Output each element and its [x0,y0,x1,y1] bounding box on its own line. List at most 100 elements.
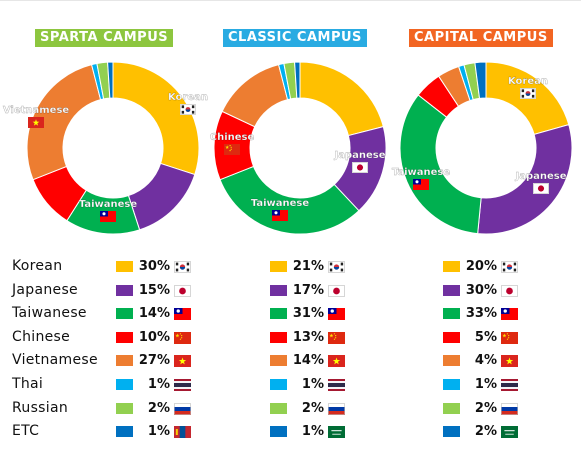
legend-percent: 2% [474,424,497,440]
campus-badge-classic: CLASSIC CAMPUS [223,29,367,47]
legend-percent: 20% [465,259,497,274]
slice-flag-korean [520,88,536,99]
legend-row-chinese: Chinese 10% 13% 5% [0,327,581,349]
legend-swatch [116,355,133,367]
legend-swatch [116,308,133,320]
slice-etc [107,61,114,99]
legend-swatch [116,426,133,438]
legend-language-label: Vietnamese [12,352,98,369]
slice-label-japanese: Japanese [333,150,385,161]
legend-row-korean: Korean 30% 21% 20% [0,256,581,278]
legend-swatch [116,261,133,272]
legend-language-label: Russian [12,399,69,416]
flag-thailand-icon [174,379,191,391]
flag-thailand-icon [328,379,345,391]
flag-vietnam-icon [501,355,518,368]
flag-taiwan-icon [501,308,518,321]
legend-row-etc: ETC 1% 1% 2% [0,421,581,443]
legend-swatch [443,261,460,272]
flag-saudi-icon [328,426,345,439]
slice-japanese [477,124,573,235]
slice-flag-japanese [533,183,549,194]
legend-swatch [270,308,287,320]
flag-korea-icon [501,261,518,273]
flag-russia-icon [501,402,518,415]
legend-swatch [270,379,287,390]
legend-swatch [270,426,287,438]
legend-percent: 1% [147,424,170,440]
legend-swatch [270,284,287,296]
legend-percent: 1% [147,377,170,392]
legend-swatch [270,331,287,343]
campus-chart-classic: CLASSIC CAMPUS Japanese Taiwanese Chinese [205,0,395,240]
flag-mongolia-icon [174,426,191,439]
top-divider [0,0,581,1]
slice-japanese [127,162,196,231]
legend-row-japanese: Japanese 15% 17% 30% [0,280,581,302]
slice-etc [294,61,301,99]
legend-percent: 13% [292,329,324,345]
slice-label-vietnamese: Vietnamese [3,105,70,116]
legend-swatch [116,331,133,343]
campus-badge-capital: CAPITAL CAMPUS [409,29,553,47]
legend-language-label: Thai [12,376,44,392]
slice-taiwanese [219,165,360,235]
legend-language-label: Taiwanese [12,305,87,322]
legend-percent: 33% [465,306,497,322]
legend-percent: 30% [465,282,497,298]
slice-label-taiwanese: Taiwanese [392,167,451,178]
legend-language-label: Chinese [12,328,71,345]
flag-thailand-icon [501,379,518,391]
slice-flag-taiwanese [272,210,288,221]
flag-vietnam-icon [174,355,191,368]
legend-percent: 31% [292,306,324,322]
legend-percent: 17% [292,282,324,298]
flag-saudi-icon [501,426,518,439]
legend-row-russian: Russian 2% 2% 2% [0,398,581,420]
legend-percent: 30% [138,259,170,274]
legend-swatch [443,402,460,414]
legend-swatch [270,402,287,414]
legend-language-label: Korean [12,258,63,274]
slice-flag-korean [180,104,196,115]
legend-swatch [270,261,287,272]
legend-swatch [116,402,133,414]
legend-row-taiwanese: Taiwanese 14% 31% 33% [0,303,581,325]
flag-russia-icon [328,402,345,415]
legend-language-label: ETC [12,423,40,440]
flag-taiwan-icon [328,308,345,321]
slice-flag-japanese [352,162,368,173]
flag-japan-icon [174,284,191,297]
legend-percent: 21% [292,259,324,274]
campus-chart-capital: CAPITAL CAMPUS Korean Japanese Taiwanese [391,0,581,240]
slice-label-korean: Korean [168,92,208,103]
donut-chart: Korean Japanese Taiwanese [392,61,573,235]
legend-swatch [443,331,460,343]
flag-taiwan-icon [174,308,191,321]
slice-flag-vietnamese [28,117,44,128]
legend-percent: 2% [147,400,170,416]
legend-table: Korean 30% 21% 20% Japanese 15% 17% 30% Taiwanes… [0,256,581,456]
slice-flag-taiwanese [100,211,116,222]
slice-label-taiwanese: Taiwanese [251,198,310,209]
flag-china-icon [501,331,518,344]
campus-badge-sparta: SPARTA CAMPUS [35,29,174,47]
legend-swatch [443,284,460,296]
legend-swatch [443,308,460,320]
slice-korean [299,61,384,137]
donut-chart: Korean Taiwanese Vietnamese [3,61,208,235]
legend-language-label: Japanese [12,281,78,298]
slice-taiwanese [399,94,482,235]
legend-percent: 2% [301,400,324,416]
legend-percent: 27% [138,353,170,369]
campus-chart-sparta: SPARTA CAMPUS Korean Taiwanese Vietnamese [3,0,208,240]
legend-swatch [116,284,133,296]
slice-korean [112,61,200,176]
donut-chart: Japanese Taiwanese Chinese [210,61,387,235]
slice-label-korean: Korean [508,76,548,87]
legend-row-thai: Thai 1% 1% 1% [0,374,581,396]
legend-percent: 10% [138,329,170,345]
flag-russia-icon [174,402,191,415]
slice-label-taiwanese: Taiwanese [79,199,138,210]
legend-swatch [443,426,460,438]
